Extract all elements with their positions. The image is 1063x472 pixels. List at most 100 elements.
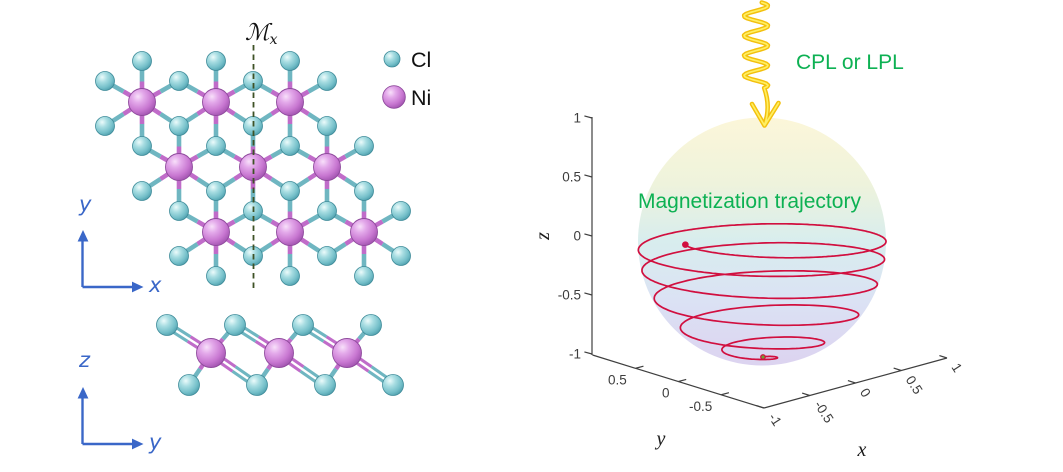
- axis-tick: [584, 351, 593, 355]
- cl-atom: [206, 181, 226, 201]
- tick-label: 0.5: [903, 373, 926, 397]
- top-view-y-arrowhead-icon: [77, 230, 89, 242]
- axis-tick: [801, 392, 810, 397]
- squiggly-arrow-inner-icon: [743, 1, 780, 127]
- light-arrow: [741, 0, 781, 128]
- side-view-z-label: z: [78, 348, 91, 372]
- cl-atom: [354, 181, 374, 201]
- ni-atom: [165, 153, 193, 181]
- cl-atom: [169, 246, 189, 266]
- tick-label: 0: [857, 385, 874, 399]
- ni-atom: [332, 338, 362, 368]
- axis-tick: [584, 292, 593, 296]
- mirror-plane-label: ℳx: [245, 20, 278, 48]
- magnetization-trajectory: [637, 222, 887, 361]
- cl-atom: [169, 116, 189, 136]
- cl-atom: [243, 71, 263, 91]
- cl-atom: [169, 71, 189, 91]
- cl-atom: [206, 136, 226, 156]
- cl-atom: [178, 374, 200, 396]
- top-view-y-label: y: [78, 192, 92, 216]
- cl-atom: [317, 71, 337, 91]
- trajectory-spiral: [637, 222, 887, 361]
- tick-label: -0.5: [558, 288, 581, 303]
- tick-label: 0: [662, 386, 670, 401]
- tick-label: 0.5: [562, 170, 581, 185]
- cl-atom: [391, 201, 411, 221]
- mirror-symmetry: ℳx: [245, 20, 278, 292]
- ni-atom: [202, 218, 230, 246]
- ni-atom: [276, 218, 304, 246]
- z-axis-label: z: [532, 232, 554, 241]
- axis-ticks: 1 0.5 0 -0.5 -1 0.5 0 -0.5 -1 -0.5 0 0.5 1: [558, 111, 965, 429]
- light-annotation: CPL or LPL: [796, 51, 904, 74]
- squiggly-arrow-icon: [741, 0, 781, 128]
- cl-atom: [224, 314, 246, 336]
- cl-atom: [280, 136, 300, 156]
- axis-tick: [584, 233, 593, 237]
- axis-tick: [893, 367, 902, 372]
- legend-ni-label: Ni: [411, 86, 431, 110]
- ni-atom: [350, 218, 378, 246]
- axes-top-view: y x: [77, 192, 162, 297]
- top-view-x-arrowhead-icon: [132, 281, 144, 293]
- cl-atom: [206, 51, 226, 71]
- plot-3d-axes: 1 0.5 0 -0.5 -1 0.5 0 -0.5 -1 -0.5 0 0.5 1 z y x: [532, 111, 965, 462]
- tick-label: -1: [569, 347, 581, 362]
- cl-atom: [382, 374, 404, 396]
- cl-atom: [95, 116, 115, 136]
- ni-atom: [264, 338, 294, 368]
- y-axis-label: y: [655, 428, 666, 450]
- cl-atom: [132, 136, 152, 156]
- legend: Cl Ni: [382, 48, 431, 110]
- axis-tick: [584, 115, 593, 119]
- unit-sphere: [638, 117, 886, 366]
- axis-tick: [756, 405, 765, 409]
- ni-atom: [196, 338, 226, 368]
- cl-atom: [246, 374, 268, 396]
- cl-atom: [132, 181, 152, 201]
- cl-atom: [354, 266, 374, 286]
- side-view-y-arrowhead-icon: [132, 438, 144, 450]
- cl-atom: [206, 266, 226, 286]
- cl-atom: [292, 314, 314, 336]
- axis-tick: [678, 378, 687, 383]
- tick-label: -0.5: [811, 398, 836, 426]
- tick-label: 1: [573, 111, 581, 126]
- cl-atom: [391, 246, 411, 266]
- tick-label: 0: [573, 229, 581, 244]
- ni-atom: [239, 153, 267, 181]
- axis-tick: [721, 392, 730, 396]
- axis-tick: [847, 380, 856, 384]
- cl-atom: [354, 136, 374, 156]
- ni-atom: [202, 88, 230, 116]
- ni-atom: [276, 88, 304, 116]
- trajectory-start-dot: [682, 241, 689, 248]
- ni-atom: [128, 88, 156, 116]
- top-view-x-label: x: [148, 273, 162, 297]
- tick-label: -0.5: [689, 399, 712, 414]
- cl-atom: [317, 116, 337, 136]
- crystal-side-view: [156, 314, 404, 396]
- side-view-z-arrowhead-icon: [77, 387, 89, 399]
- side-view-y-label: y: [148, 430, 162, 454]
- ni-atom: [313, 153, 341, 181]
- trajectory-end-dot-green: [761, 355, 765, 359]
- cl-atom: [314, 374, 336, 396]
- axes-side-view: z y: [77, 348, 162, 454]
- cl-atom: [280, 181, 300, 201]
- legend-ni-swatch: [382, 85, 406, 109]
- legend-cl-swatch: [383, 50, 401, 68]
- tick-label: 0.5: [608, 372, 627, 387]
- tick-label: 1: [948, 360, 965, 374]
- x-axis-label: x: [857, 439, 867, 461]
- trajectory-annotation: Magnetization trajectory: [638, 190, 861, 213]
- axis-tick: [584, 174, 593, 178]
- cl-atom: [317, 246, 337, 266]
- axis-tick: [939, 355, 948, 359]
- cl-atom: [360, 314, 382, 336]
- cl-atom: [169, 201, 189, 221]
- y-axis-line: [592, 354, 765, 409]
